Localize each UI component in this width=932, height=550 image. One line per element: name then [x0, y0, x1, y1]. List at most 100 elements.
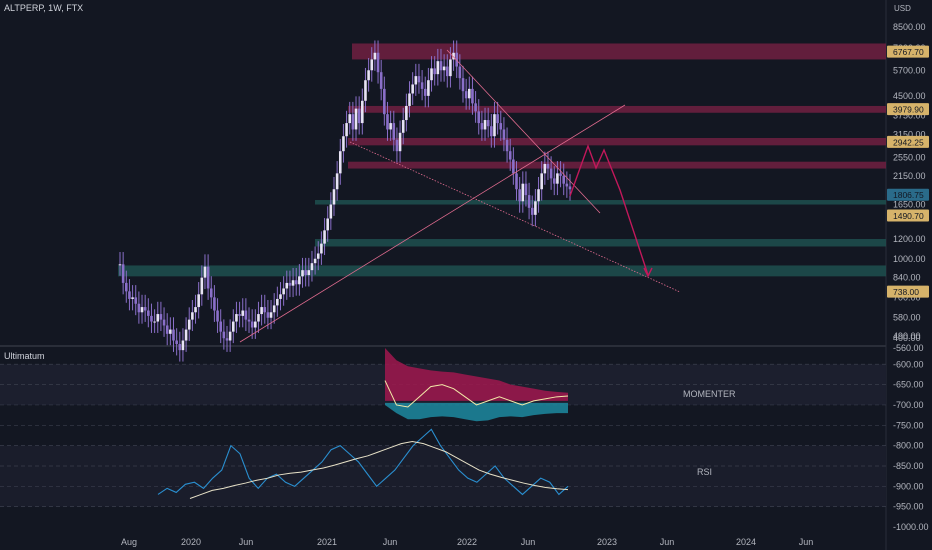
candle-body [411, 84, 414, 94]
candle-body [209, 288, 213, 298]
price-badge-label: 3979.90 [893, 105, 924, 115]
candle-body [200, 277, 204, 295]
zone-resistance [348, 137, 886, 146]
candle-body [187, 319, 191, 330]
time-axis-tick: Jun [383, 537, 398, 547]
candle-body [452, 52, 455, 60]
candle-body [471, 88, 474, 104]
oscillator-axis-tick: -800.00 [893, 441, 924, 451]
candle-body [461, 78, 465, 92]
oscillator-axis-tick: -750.00 [893, 420, 924, 430]
zone-support [315, 200, 886, 205]
candle-body [288, 282, 292, 286]
candle-body [257, 314, 260, 322]
candle-body [449, 59, 452, 77]
candle-body [405, 105, 408, 121]
candle-body [361, 100, 364, 124]
candle-body [486, 120, 490, 127]
price-axis-tick: 3150.00 [893, 129, 926, 139]
time-axis-tick: 2024 [736, 537, 756, 547]
indicator-name: Ultimatum [4, 351, 45, 361]
candle-body [228, 331, 232, 341]
time-axis-tick: 2022 [457, 537, 477, 547]
candle-body [477, 111, 481, 124]
candle-body [143, 307, 147, 311]
candle-body [480, 123, 484, 130]
candle-body [373, 52, 377, 60]
candle-body [156, 314, 160, 322]
candle-body [490, 126, 493, 137]
oscillator-axis-tick: -950.00 [893, 502, 924, 512]
candle-body [527, 195, 531, 208]
candle-body [206, 266, 210, 289]
candle-body [247, 319, 251, 322]
candle-body [537, 189, 540, 202]
candle-body [254, 321, 257, 328]
candle-body [282, 288, 285, 295]
candle-body [455, 52, 459, 67]
price-axis-tick: 580.00 [893, 313, 921, 323]
candle-body [568, 186, 572, 190]
candle-body [367, 70, 370, 81]
candle-body [194, 307, 197, 313]
candle-body [392, 123, 396, 140]
candle-body [165, 325, 169, 334]
time-axis-tick: 2020 [181, 537, 201, 547]
candle-body [197, 294, 200, 308]
candle-body [260, 307, 263, 315]
candle-body [172, 329, 175, 341]
candle-body [534, 201, 537, 215]
candle-body [244, 310, 248, 320]
candle-body [389, 123, 392, 130]
price-badge-label: 738.00 [893, 287, 919, 297]
candle-body [323, 230, 326, 244]
candle-body [524, 183, 528, 196]
candle-body [370, 59, 374, 71]
price-badge [887, 103, 929, 116]
candle-body [342, 136, 345, 152]
candle-body [272, 305, 276, 313]
oscillator-axis-tick: -850.00 [893, 461, 924, 471]
candle-body [219, 321, 222, 332]
candle-body [474, 103, 477, 112]
candle-body [276, 298, 279, 306]
zone-resistance [352, 43, 886, 60]
candle-body [433, 68, 436, 75]
candle-body [175, 340, 178, 345]
candle-body [464, 91, 468, 99]
candle-body [191, 312, 194, 320]
candle-body [383, 88, 386, 115]
oscillator-axis-tick: -600.00 [893, 359, 924, 369]
price-badge [887, 188, 929, 201]
candle-body [546, 163, 550, 169]
price-axis-tick: 8500.00 [893, 22, 926, 32]
candle-body [508, 151, 512, 160]
candle-body [238, 314, 241, 316]
projection-path [569, 143, 649, 276]
candle-body [329, 204, 333, 219]
candle-body [335, 173, 339, 190]
candle-body [326, 218, 329, 231]
candle-body [414, 76, 418, 85]
candle-body [169, 329, 172, 334]
candle-body [559, 173, 562, 176]
rsi-ma-line [189, 441, 569, 499]
projection-arrowhead [643, 267, 653, 278]
currency-label: USD [894, 4, 911, 13]
candle-body [505, 139, 509, 152]
candle-body [307, 270, 311, 276]
chart-symbol-title: ALTPERP, 1W, FTX [4, 3, 84, 13]
candle-body [134, 297, 138, 304]
candle-body [556, 173, 559, 184]
candle-body [552, 178, 556, 184]
candle-body [417, 76, 421, 83]
candle-body [140, 307, 144, 313]
price-axis-tick: 1650.00 [893, 200, 926, 210]
candle-body [408, 93, 411, 106]
candle-body [162, 319, 166, 326]
candle-body [549, 168, 553, 179]
zone-support [315, 239, 886, 247]
candle-body [496, 114, 499, 124]
candle-body [153, 321, 156, 323]
